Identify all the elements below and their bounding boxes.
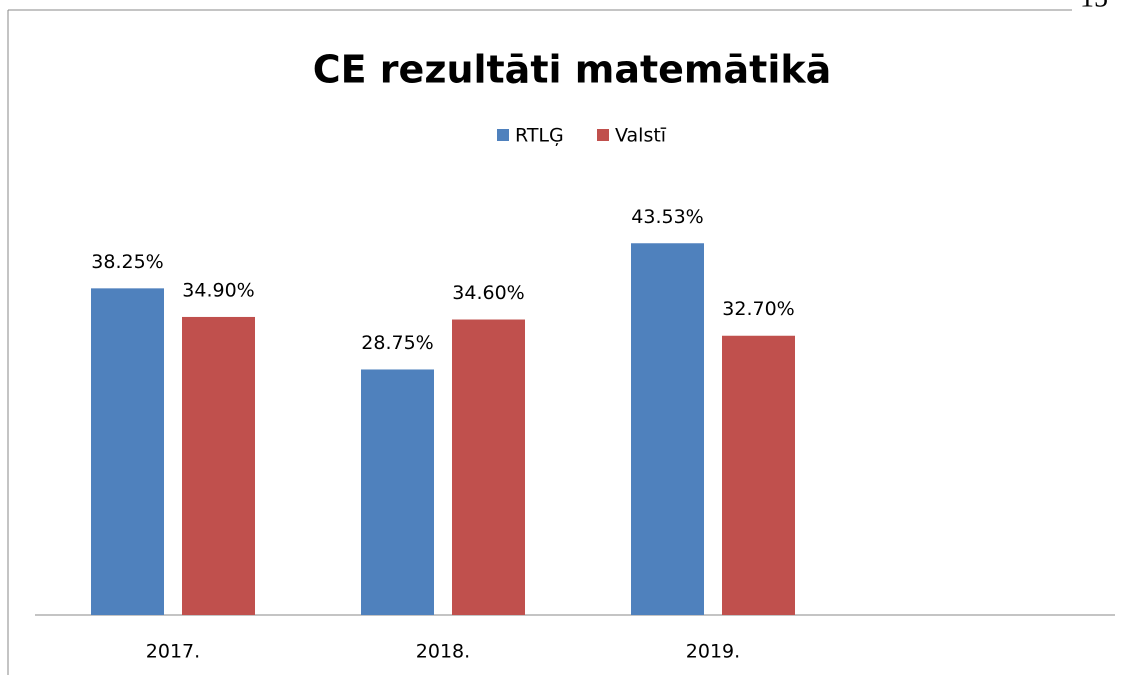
bar [91,288,164,615]
data-label: 43.53% [631,206,703,228]
data-label: 34.60% [452,282,524,304]
bar [631,243,704,616]
bar [182,316,255,615]
legend-swatch [497,129,509,141]
chart-title: CE rezultāti matemātikā [313,48,832,92]
page-number: 15 [1080,0,1108,13]
bar [722,335,795,615]
data-label: 32.70% [722,298,794,320]
x-tick-label: 2017. [146,641,200,663]
bar [361,369,434,615]
x-tick-label: 2019. [686,641,740,663]
legend-label: Valstī [615,125,667,147]
data-label: 28.75% [361,332,433,354]
data-label: 34.90% [182,279,254,301]
x-tick-label: 2018. [416,641,470,663]
bar [452,319,525,615]
data-label: 38.25% [91,251,163,273]
legend-label: RTLĢ [515,125,564,147]
legend-swatch [597,129,609,141]
